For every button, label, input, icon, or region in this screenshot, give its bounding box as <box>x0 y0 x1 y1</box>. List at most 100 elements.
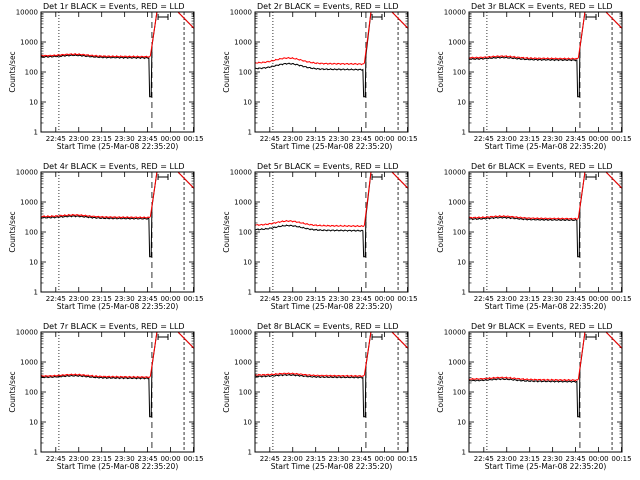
series-events-line <box>41 12 194 98</box>
series-lld-line <box>41 172 194 219</box>
plot-frame <box>40 171 195 293</box>
x-tick-label: 23:15 <box>92 455 112 463</box>
x-axis-label: Start Time (25-Mar-08 22:35:20) <box>271 462 393 471</box>
y-tick-label: 10 <box>29 259 38 267</box>
y-tick-label: 10 <box>457 259 466 267</box>
y-tick-label: 100 <box>453 229 466 237</box>
y-tick-label: 10 <box>457 419 466 427</box>
plot-frame <box>254 171 409 293</box>
y-tick-label: 1000 <box>20 199 38 207</box>
x-tick-label: 23:45 <box>566 295 586 303</box>
x-tick-label: 22:45 <box>474 295 494 303</box>
series-events-line <box>469 12 622 98</box>
y-tick-label: 100 <box>239 229 252 237</box>
x-tick-label: 23:45 <box>138 135 158 143</box>
x-axis-label: Start Time (25-Mar-08 22:35:20) <box>271 142 393 151</box>
panel-det-1: Det 1r BLACK = Events, RED = LLD 1 10 100 10… <box>8 2 204 151</box>
x-axis-label: Start Time (25-Mar-08 22:35:20) <box>57 142 179 151</box>
y-tick-label: 1000 <box>234 199 252 207</box>
panel-title: Det 9r BLACK = Events, RED = LLD <box>471 322 613 331</box>
x-axis-label: Start Time (25-Mar-08 22:35:20) <box>485 462 607 471</box>
x-tick-label: 22:45 <box>46 295 66 303</box>
y-tick-label: 1000 <box>234 359 252 367</box>
x-tick-label: 23:30 <box>329 135 349 143</box>
y-tick-label: 1000 <box>20 39 38 47</box>
x-tick-label: 23:00 <box>497 135 517 143</box>
series-events-line <box>469 172 622 258</box>
series-lld-line <box>469 12 622 60</box>
series-lld-line <box>469 172 622 220</box>
plot-frame <box>468 331 623 453</box>
x-tick-label: 23:30 <box>115 135 135 143</box>
x-tick-label: 23:00 <box>69 455 89 463</box>
y-tick-label: 10 <box>29 419 38 427</box>
x-axis-label: Start Time (25-Mar-08 22:35:20) <box>485 302 607 311</box>
y-tick-label: 1 <box>34 129 38 137</box>
x-tick-label: 22:45 <box>260 455 280 463</box>
plot-frame <box>254 11 409 133</box>
plot-frame <box>40 11 195 133</box>
y-tick-label: 10000 <box>230 329 252 337</box>
x-tick-label: 22:45 <box>260 295 280 303</box>
panel-title: Det 4r BLACK = Events, RED = LLD <box>43 162 185 171</box>
y-tick-label: 10000 <box>230 9 252 17</box>
x-tick-label: 00:15 <box>397 135 417 143</box>
x-tick-label: 23:00 <box>497 295 517 303</box>
x-tick-label: 23:30 <box>543 135 563 143</box>
y-tick-label: 100 <box>25 229 38 237</box>
x-axis-label: Start Time (25-Mar-08 22:35:20) <box>271 302 393 311</box>
plot-frame <box>254 331 409 453</box>
y-axis-label: Counts/sec <box>222 371 231 412</box>
x-tick-label: 23:00 <box>69 295 89 303</box>
panel-title: Det 5r BLACK = Events, RED = LLD <box>257 162 399 171</box>
panel-title: Det 3r BLACK = Events, RED = LLD <box>471 2 613 11</box>
x-tick-label: 23:15 <box>520 455 540 463</box>
y-tick-label: 10 <box>243 419 252 427</box>
panel-det-7: Det 7r BLACK = Events, RED = LLD 1 10 100 10… <box>8 322 204 471</box>
x-tick-label: 00:00 <box>160 295 180 303</box>
x-tick-label: 22:45 <box>46 455 66 463</box>
x-tick-label: 00:00 <box>374 295 394 303</box>
panel-title: Det 2r BLACK = Events, RED = LLD <box>257 2 399 11</box>
y-tick-label: 100 <box>25 69 38 77</box>
x-tick-label: 22:45 <box>474 455 494 463</box>
x-tick-label: 00:15 <box>397 295 417 303</box>
plot-frame <box>40 331 195 453</box>
x-tick-label: 23:00 <box>283 135 303 143</box>
y-tick-label: 10 <box>29 99 38 107</box>
x-tick-label: 23:45 <box>352 455 372 463</box>
x-tick-label: 00:15 <box>611 135 631 143</box>
x-tick-label: 00:00 <box>588 135 608 143</box>
x-axis-label: Start Time (25-Mar-08 22:35:20) <box>485 142 607 151</box>
y-tick-label: 10000 <box>444 169 466 177</box>
panel-det-4: Det 4r BLACK = Events, RED = LLD 1 10 100 10… <box>8 162 204 311</box>
y-axis-label: Counts/sec <box>436 371 445 412</box>
panel-det-5: Det 5r BLACK = Events, RED = LLD 1 10 100 10… <box>222 162 418 311</box>
y-tick-label: 100 <box>453 69 466 77</box>
series-events-line <box>255 172 408 258</box>
y-tick-label: 10 <box>457 99 466 107</box>
y-tick-label: 1 <box>462 449 466 457</box>
y-tick-label: 10000 <box>444 329 466 337</box>
x-tick-label: 23:45 <box>352 135 372 143</box>
series-lld-line <box>469 332 622 382</box>
x-tick-label: 23:00 <box>283 455 303 463</box>
y-tick-label: 100 <box>453 389 466 397</box>
x-tick-label: 23:45 <box>566 455 586 463</box>
panel-title: Det 6r BLACK = Events, RED = LLD <box>471 162 613 171</box>
x-tick-label: 00:15 <box>397 455 417 463</box>
x-tick-label: 23:30 <box>329 455 349 463</box>
x-tick-label: 23:15 <box>306 295 326 303</box>
series-events-line <box>41 172 194 258</box>
series-events-line <box>255 12 408 98</box>
plot-frame <box>468 11 623 133</box>
y-axis-label: Counts/sec <box>8 51 17 92</box>
x-tick-label: 23:30 <box>543 455 563 463</box>
x-tick-label: 23:45 <box>138 455 158 463</box>
y-axis-label: Counts/sec <box>8 371 17 412</box>
x-tick-label: 23:30 <box>329 295 349 303</box>
y-tick-label: 10000 <box>16 329 38 337</box>
x-tick-label: 00:00 <box>588 455 608 463</box>
x-tick-label: 00:00 <box>374 135 394 143</box>
